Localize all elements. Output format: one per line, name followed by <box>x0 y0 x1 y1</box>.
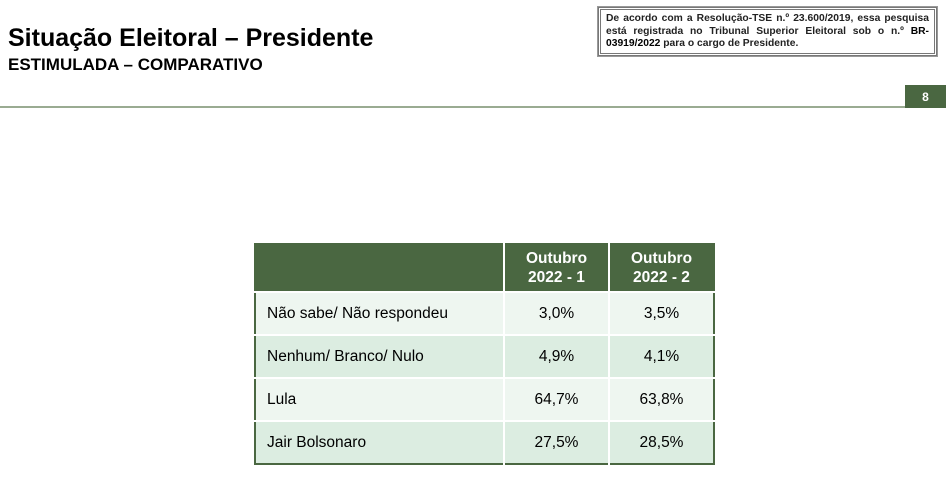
column-header: Outubro 2022 - 2 <box>608 244 714 292</box>
page-title: Situação Eleitoral – Presidente <box>8 24 374 52</box>
table-row: Lula 64,7% 63,8% <box>255 377 714 421</box>
table-row: Nenhum/ Branco/ Nulo 4,9% 4,1% <box>255 334 714 378</box>
value-cell: 4,9% <box>503 334 609 378</box>
row-label: Lula <box>255 377 504 421</box>
header-divider <box>0 106 905 108</box>
value-cell: 3,5% <box>608 291 714 335</box>
table-row: Jair Bolsonaro 27,5% 28,5% <box>255 420 714 464</box>
value-cell: 28,5% <box>608 420 714 464</box>
value-cell: 64,7% <box>503 377 609 421</box>
value-cell: 3,0% <box>503 291 609 335</box>
value-cell: 63,8% <box>608 377 714 421</box>
notice-text: De acordo com a Resolução-TSE n.º 23.600… <box>606 13 929 37</box>
column-header-label: Outubro 2022 - 1 <box>525 250 588 286</box>
comparison-table: Outubro 2022 - 1 Outubro 2022 - 2 Não sabe… <box>254 243 715 465</box>
value-cell: 27,5% <box>503 420 609 464</box>
page-subtitle: ESTIMULADA – COMPARATIVO <box>8 55 263 74</box>
table-row: Não sabe/ Não respondeu 3,0% 3,5% <box>255 291 714 335</box>
row-label: Jair Bolsonaro <box>255 420 504 464</box>
table-header-row: Outubro 2022 - 1 Outubro 2022 - 2 <box>255 244 714 292</box>
notice-registration-number: BR-03919/2022 <box>606 25 929 50</box>
row-label: Nenhum/ Branco/ Nulo <box>255 334 504 378</box>
column-header: Outubro 2022 - 1 <box>503 244 609 292</box>
page-number-badge: 8 <box>905 85 946 108</box>
column-header-label: Outubro 2022 - 2 <box>630 250 693 286</box>
tse-registration-notice: De acordo com a Resolução-TSE n.º 23.600… <box>597 6 938 57</box>
notice-text-end: para o cargo de Presidente. <box>660 38 799 49</box>
row-label: Não sabe/ Não respondeu <box>255 291 504 335</box>
value-cell: 4,1% <box>608 334 714 378</box>
header-blank <box>255 244 504 292</box>
